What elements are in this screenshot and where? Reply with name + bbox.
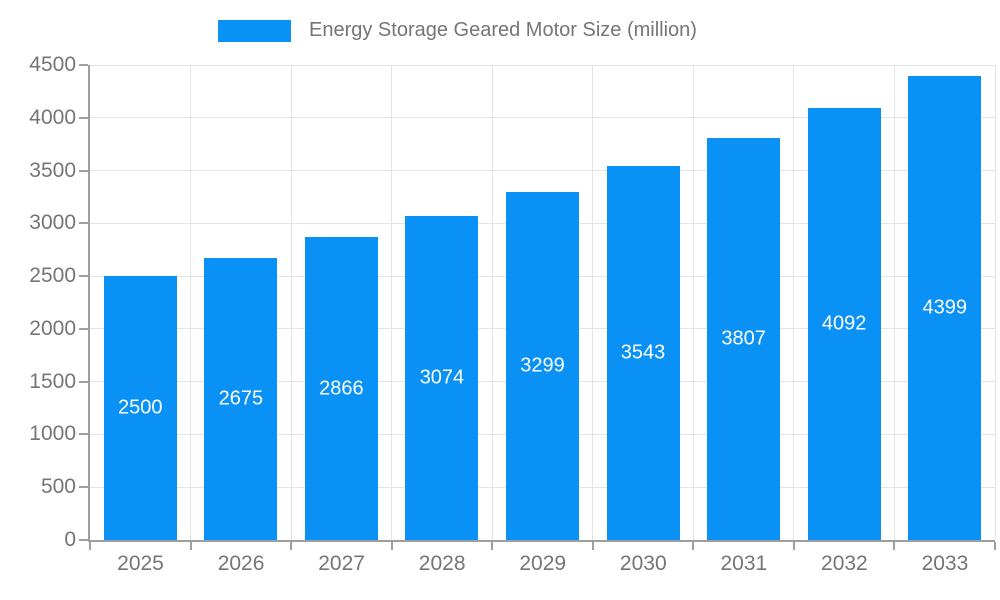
plot-area: 0 500 1000 1500 2000 2500 3000 3500 4000 4500 2500…: [29, 53, 996, 575]
y-tick: [79, 433, 88, 436]
y-tick: [79, 380, 88, 383]
bar: 4092: [807, 108, 881, 540]
y-tick-label: 1000: [29, 422, 76, 446]
y-tick-label: 4000: [29, 105, 76, 129]
v-gridline: [491, 65, 493, 540]
x-tick: [591, 542, 594, 550]
y-tick: [79, 486, 88, 489]
y-tick: [79, 222, 88, 225]
y-tick: [79, 116, 88, 119]
legend-swatch: [218, 19, 291, 42]
x-tick: [994, 542, 996, 550]
x-tick: [189, 542, 192, 550]
x-tick: [290, 542, 293, 550]
bar: 2866: [304, 237, 378, 540]
x-tick: [89, 542, 91, 550]
x-axis-label: 2029: [519, 552, 567, 575]
y-tick-label: 1500: [29, 369, 76, 393]
y-tick-label: 3500: [29, 158, 76, 182]
x-tick: [491, 542, 494, 550]
x-axis-label: 2030: [619, 552, 667, 575]
bar: 4399: [908, 75, 982, 540]
y-tick-label: 4500: [29, 53, 76, 76]
bar-value-label: 3299: [520, 354, 565, 377]
y-tick: [79, 169, 88, 172]
x-tick: [390, 542, 393, 550]
bar-value-label: 2675: [218, 387, 264, 410]
x-tick: [893, 542, 896, 550]
x-axis-label: 2032: [821, 552, 868, 575]
bar: 3807: [707, 138, 781, 540]
x-tick: [792, 542, 795, 550]
v-gridline: [893, 65, 895, 540]
bar-value-label: 4399: [922, 296, 967, 319]
bar: 2500: [103, 276, 177, 540]
bar-value-label: 3074: [419, 366, 465, 389]
v-gridline: [592, 65, 594, 540]
x-axis-label: 2025: [117, 552, 164, 575]
bar-value-label: 2500: [118, 396, 163, 419]
legend-label: Energy Storage Geared Motor Size (millio…: [309, 19, 697, 41]
bar-value-label: 3543: [620, 341, 666, 364]
h-gridline: [90, 170, 995, 172]
y-tick: [79, 275, 88, 278]
y-tick-label: 2000: [29, 316, 76, 340]
bar-value-label: 2866: [319, 377, 364, 400]
v-gridline: [692, 65, 694, 540]
bar-value-label: 3807: [721, 327, 766, 350]
x-axis-label: 2026: [217, 552, 265, 575]
v-gridline: [190, 65, 192, 540]
v-gridline: [290, 65, 292, 540]
chart-legend: Energy Storage Geared Motor Size (millio…: [218, 19, 697, 42]
h-gridline: [90, 64, 995, 66]
bar: 3074: [405, 215, 479, 540]
bar: 2675: [204, 257, 278, 540]
v-gridline: [994, 65, 996, 540]
v-gridline: [793, 65, 795, 540]
y-tick-label: 3000: [29, 211, 76, 235]
x-axis-label: 2031: [720, 552, 768, 575]
y-tick-label: 0: [64, 528, 76, 551]
y-tick-label: 2500: [29, 264, 76, 288]
bar: 3543: [606, 166, 680, 540]
y-tick: [79, 539, 88, 541]
y-tick-label: 500: [40, 475, 76, 499]
x-axis-label: 2027: [318, 552, 365, 575]
x-axis-label: 2033: [921, 552, 969, 575]
x-tick: [692, 542, 695, 550]
h-gridline: [90, 117, 995, 119]
y-tick: [79, 327, 88, 330]
v-gridline: [391, 65, 393, 540]
x-axis-label: 2028: [418, 552, 466, 575]
bar-value-label: 4092: [821, 312, 867, 335]
bar: 3299: [506, 191, 579, 540]
y-tick: [79, 64, 88, 66]
